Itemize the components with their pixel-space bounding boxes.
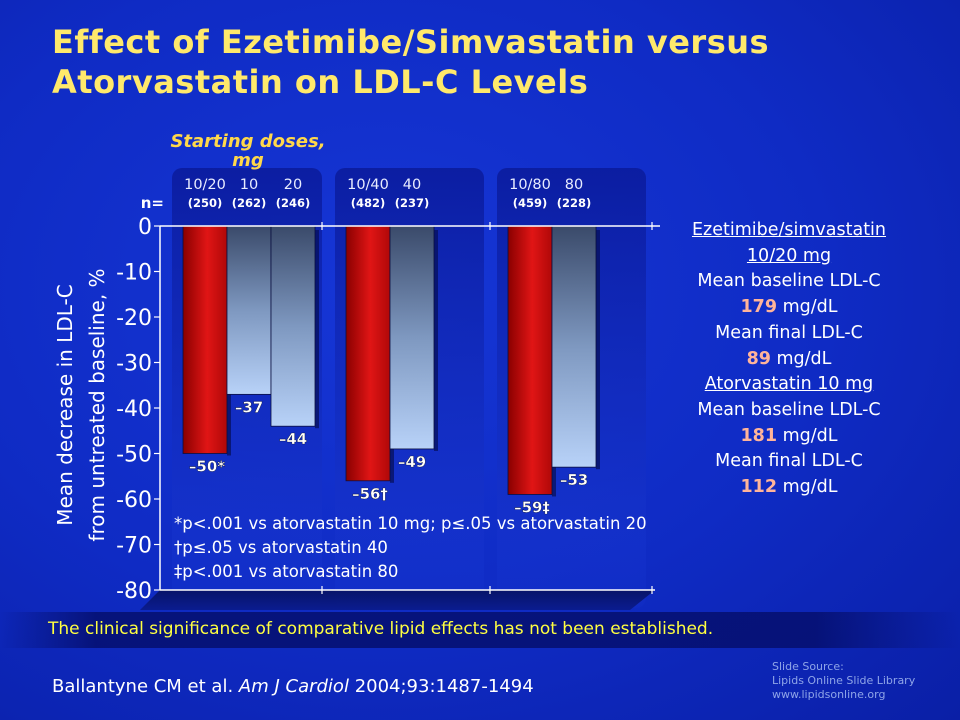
dose-label: 20 bbox=[284, 177, 302, 193]
bar bbox=[270, 225, 316, 427]
source-line-3: www.lipidsonline.org bbox=[772, 688, 886, 701]
citation: Ballantyne CM et al. Am J Cardiol 2004;9… bbox=[52, 676, 534, 697]
data-label: –49 bbox=[398, 453, 426, 471]
data-label: –37 bbox=[235, 398, 263, 416]
bar bbox=[551, 225, 597, 468]
bar-side bbox=[315, 230, 319, 429]
chart-floor bbox=[140, 590, 655, 610]
y-axis-title-line-2: from untreated baseline, % bbox=[85, 268, 109, 541]
y-tick-label: -30 bbox=[116, 352, 152, 377]
ator-baseline-value: 181 bbox=[740, 425, 778, 446]
ator-final-unit: mg/dL bbox=[782, 477, 838, 498]
ator-baseline-label: Mean baseline LDL-C bbox=[697, 399, 881, 420]
y-tick-label: -80 bbox=[116, 579, 152, 604]
citation-journal: Am J Cardiol bbox=[238, 676, 349, 697]
source-line-1: Slide Source: bbox=[772, 660, 844, 673]
eze-final-unit: mg/dL bbox=[776, 348, 832, 369]
y-axis-title-line-1: Mean decrease in LDL-C bbox=[53, 284, 77, 525]
footnote-3: ‡p<.001 vs atorvastatin 80 bbox=[174, 562, 399, 581]
eze-baseline-label: Mean baseline LDL-C bbox=[697, 271, 881, 292]
ator-baseline-unit: mg/dL bbox=[782, 425, 838, 446]
ator-baseline-row: 181 mg/dL bbox=[662, 424, 916, 450]
citation-authors: Ballantyne CM et al. bbox=[52, 676, 234, 697]
ator-final-label: Mean final LDL-C bbox=[715, 451, 863, 472]
eze-heading-line-1: Ezetimibe/simvastatin bbox=[691, 220, 887, 240]
n-label: n= bbox=[141, 194, 164, 212]
source-line-2: Lipids Online Slide Library bbox=[772, 674, 916, 687]
n-value: (246) bbox=[276, 196, 311, 210]
citation-details: 2004;93:1487-1494 bbox=[354, 676, 534, 697]
dose-header-line-1: Starting doses, bbox=[170, 131, 325, 152]
bar bbox=[345, 225, 391, 482]
n-value: (262) bbox=[232, 196, 267, 210]
ator-final-row: 112 mg/dL bbox=[662, 475, 916, 501]
y-tick-label: -10 bbox=[116, 261, 152, 286]
dose-header-line-2: mg bbox=[232, 150, 264, 171]
bar-side bbox=[434, 230, 438, 451]
eze-final-value: 89 bbox=[746, 348, 771, 369]
data-label: –53 bbox=[560, 471, 588, 489]
slide-source: Slide Source: Lipids Online Slide Librar… bbox=[772, 660, 915, 702]
n-value: (250) bbox=[188, 196, 223, 210]
dose-label: 10 bbox=[240, 177, 258, 193]
eze-baseline-unit: mg/dL bbox=[782, 297, 838, 318]
eze-heading-line-2: 10/20 mg bbox=[746, 245, 832, 266]
bar bbox=[182, 225, 228, 454]
eze-baseline-row: 179 mg/dL bbox=[662, 295, 916, 321]
dose-label: 40 bbox=[403, 177, 421, 193]
footnote-1: *p<.001 vs atorvastatin 10 mg; p≤.05 vs … bbox=[174, 514, 647, 533]
n-value: (459) bbox=[513, 196, 548, 210]
dose-label: 10/80 bbox=[509, 177, 551, 193]
y-tick-label: -40 bbox=[116, 397, 152, 422]
n-value: (237) bbox=[395, 196, 430, 210]
title-line-2: Atorvastatin on LDL-C Levels bbox=[52, 63, 589, 101]
dose-label: 10/40 bbox=[347, 177, 389, 193]
disclaimer-text: The clinical significance of comparative… bbox=[48, 619, 714, 639]
info-panel: Ezetimibe/simvastatin 10/20 mg Mean base… bbox=[662, 218, 916, 501]
data-label: –44 bbox=[279, 430, 307, 448]
n-value: (228) bbox=[557, 196, 592, 210]
bar bbox=[226, 225, 272, 395]
y-tick-label: 0 bbox=[138, 215, 152, 240]
footnote-2: †p≤.05 vs atorvastatin 40 bbox=[174, 538, 388, 557]
y-tick-label: -60 bbox=[116, 488, 152, 513]
y-tick-label: -50 bbox=[116, 443, 152, 468]
bar bbox=[389, 225, 435, 450]
ator-heading: Atorvastatin 10 mg bbox=[704, 374, 874, 395]
disclaimer-banner: The clinical significance of comparative… bbox=[0, 612, 960, 648]
data-label: –50* bbox=[189, 458, 225, 476]
y-tick-label: -70 bbox=[116, 534, 152, 559]
y-tick-label: -20 bbox=[116, 306, 152, 331]
eze-final-label: Mean final LDL-C bbox=[715, 322, 863, 343]
eze-baseline-value: 179 bbox=[740, 297, 778, 318]
title-line-1: Effect of Ezetimibe/Simvastatin versus bbox=[52, 23, 770, 61]
ator-final-value: 112 bbox=[740, 477, 778, 498]
slide-title: Effect of Ezetimibe/Simvastatin versus A… bbox=[52, 22, 912, 102]
bar-side bbox=[596, 230, 600, 470]
bar bbox=[507, 225, 553, 495]
data-label: –59‡ bbox=[514, 498, 550, 516]
dose-label: 80 bbox=[565, 177, 583, 193]
n-value: (482) bbox=[351, 196, 386, 210]
eze-final-row: 89 mg/dL bbox=[662, 347, 916, 373]
dose-label: 10/20 bbox=[184, 177, 226, 193]
data-label: –56† bbox=[352, 485, 388, 503]
